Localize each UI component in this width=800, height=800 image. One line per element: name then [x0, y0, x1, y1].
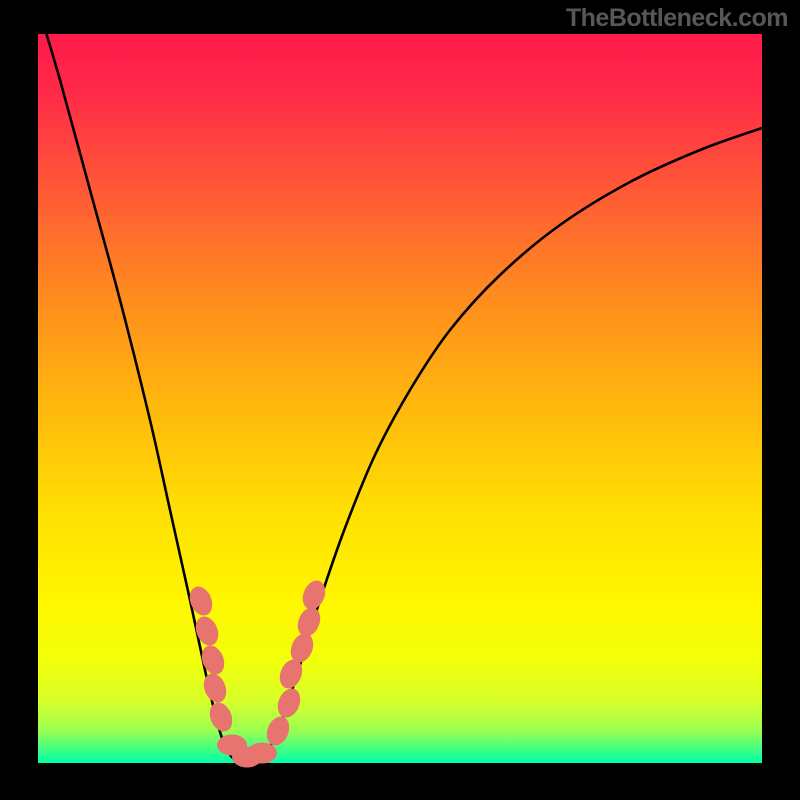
chart-root: TheBottleneck.com	[0, 0, 800, 800]
plot-background	[38, 34, 762, 763]
watermark-label: TheBottleneck.com	[566, 4, 788, 33]
